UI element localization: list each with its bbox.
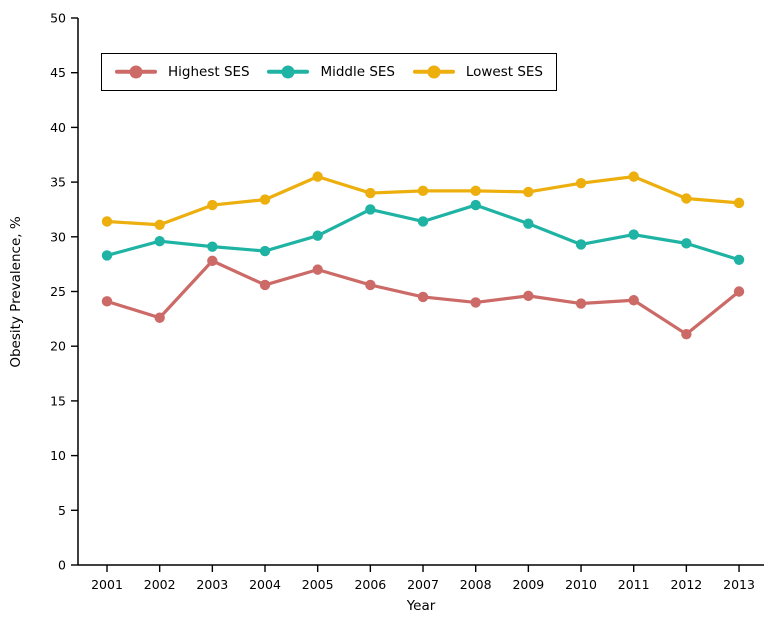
data-point-highest-ses: [259, 279, 271, 291]
y-tick-label: 40: [50, 120, 66, 135]
x-tick-label: 2004: [249, 577, 281, 592]
data-point-lowest-ses: [312, 171, 323, 182]
y-tick-label: 35: [50, 175, 66, 190]
data-point-highest-ses: [575, 298, 587, 309]
data-point-highest-ses: [681, 328, 692, 340]
y-tick-label: 20: [50, 339, 66, 354]
data-point-middle-ses: [154, 235, 165, 247]
legend-label-lowest-ses: Lowest SES: [465, 64, 543, 80]
legend-line-marker-icon: [412, 65, 455, 79]
legend-label-middle-ses: Middle SES: [320, 64, 395, 80]
data-point-highest-ses: [470, 297, 481, 308]
legend-entry-lowest-ses: Lowest SES: [412, 64, 543, 80]
x-tick-label: 2012: [670, 577, 702, 592]
data-point-lowest-ses: [523, 186, 534, 198]
data-point-middle-ses: [523, 218, 534, 229]
x-tick-label: 2002: [144, 577, 176, 592]
x-tick-label: 2006: [354, 577, 386, 592]
x-tick-label: 2003: [196, 577, 228, 592]
legend: Highest SES Middle SES Lowest SES: [101, 53, 557, 91]
legend-entry-highest-ses: Highest SES: [115, 64, 250, 80]
data-point-lowest-ses: [154, 219, 165, 230]
y-tick-label: 50: [50, 11, 66, 26]
data-point-middle-ses: [470, 199, 481, 211]
x-tick-label: 2010: [565, 577, 597, 592]
data-point-lowest-ses: [681, 193, 692, 204]
data-point-middle-ses: [207, 241, 218, 252]
series-line-middle-ses: [105, 203, 741, 262]
data-point-lowest-ses: [207, 199, 218, 211]
data-point-lowest-ses: [733, 197, 745, 209]
data-point-middle-ses: [259, 245, 271, 257]
y-axis-label: Obesity Prevalence, %: [8, 216, 24, 368]
data-point-lowest-ses: [575, 177, 587, 189]
x-tick-label: 2011: [618, 577, 650, 592]
data-point-highest-ses: [101, 296, 113, 307]
data-point-highest-ses: [365, 279, 376, 291]
legend-label-highest-ses: Highest SES: [168, 64, 250, 80]
data-point-middle-ses: [733, 254, 745, 265]
legend-line-marker-icon: [267, 65, 310, 79]
data-point-lowest-ses: [365, 187, 376, 199]
y-tick-label: 30: [50, 229, 66, 244]
data-point-middle-ses: [681, 238, 692, 249]
x-tick-label: 2005: [302, 577, 334, 592]
data-point-highest-ses: [312, 264, 323, 275]
data-point-highest-ses: [628, 295, 639, 306]
data-point-highest-ses: [733, 286, 745, 297]
data-point-highest-ses: [154, 312, 165, 323]
legend-entry-middle-ses: Middle SES: [267, 64, 395, 80]
x-tick-label: 2008: [460, 577, 492, 592]
data-point-highest-ses: [417, 291, 429, 303]
data-point-middle-ses: [417, 216, 429, 227]
y-tick-label: 0: [58, 558, 66, 573]
x-tick-label: 2001: [91, 577, 123, 592]
data-point-highest-ses: [207, 255, 218, 267]
data-point-lowest-ses: [470, 185, 481, 197]
x-tick-label: 2009: [512, 577, 544, 592]
y-tick-label: 45: [50, 65, 66, 80]
y-tick-label: 15: [50, 393, 66, 408]
data-point-highest-ses: [523, 290, 534, 302]
y-tick-label: 10: [50, 448, 66, 463]
x-tick-label: 2007: [407, 577, 439, 592]
data-point-middle-ses: [312, 230, 323, 241]
y-tick-label: 25: [50, 284, 66, 299]
data-point-lowest-ses: [101, 216, 113, 227]
x-tick-label: 2013: [723, 577, 755, 592]
data-point-middle-ses: [575, 239, 587, 250]
x-axis-label: Year: [406, 598, 436, 614]
data-point-lowest-ses: [259, 194, 271, 205]
data-point-middle-ses: [101, 250, 113, 261]
data-point-middle-ses: [365, 204, 376, 215]
data-point-lowest-ses: [417, 185, 429, 197]
data-point-lowest-ses: [628, 171, 639, 182]
data-point-middle-ses: [628, 229, 639, 240]
legend-line-marker-icon: [115, 65, 157, 79]
y-tick-label: 5: [58, 503, 66, 518]
